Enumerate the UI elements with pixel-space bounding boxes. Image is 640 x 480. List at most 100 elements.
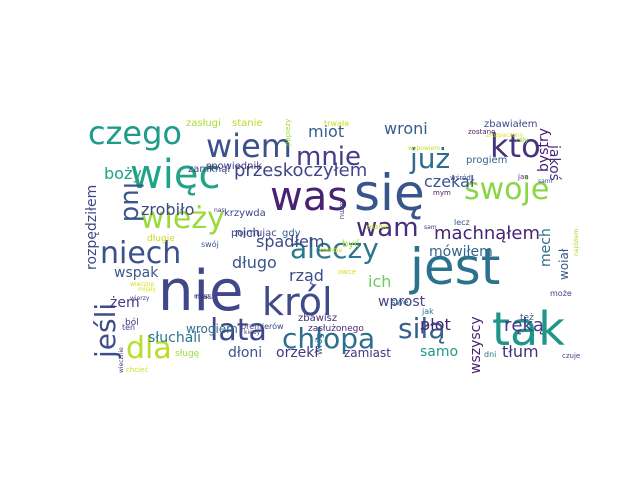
cloud-word: wspak	[114, 265, 159, 281]
cloud-word: samo	[420, 344, 458, 360]
cloud-word: swoje	[464, 172, 549, 207]
cloud-word: długo	[232, 253, 277, 272]
cloud-word: wam	[356, 213, 419, 243]
cloud-word: chrobie	[320, 247, 343, 254]
cloud-word: długie	[147, 234, 175, 244]
cloud-word: rozpędziłem	[84, 185, 100, 270]
cloud-word: wieczne	[130, 281, 155, 288]
cloud-word: lata	[210, 313, 267, 348]
cloud-word: płot	[420, 315, 451, 334]
cloud-word: masz	[194, 293, 210, 300]
cloud-word: miot	[308, 122, 344, 141]
cloud-word: być	[342, 238, 360, 250]
cloud-word: mówiłem	[429, 244, 493, 260]
cloud-word: kiedy	[244, 329, 261, 336]
cloud-word: swe	[391, 298, 409, 308]
cloud-word: zasługi	[186, 118, 221, 129]
cloud-word: wroni	[384, 119, 428, 138]
cloud-word: wierzy	[130, 295, 150, 302]
cloud-word: wśród	[450, 174, 471, 182]
word-cloud-canvas	[80, 118, 560, 362]
cloud-word: sami	[538, 178, 553, 185]
cloud-word: bystry	[536, 128, 552, 172]
cloud-word: wszyscy	[468, 316, 484, 374]
cloud-word: zbawiałem	[484, 119, 538, 130]
cloud-word: progiem	[466, 155, 507, 166]
cloud-word: mym	[433, 189, 451, 197]
cloud-word: ten	[122, 323, 135, 332]
cloud-word: kto	[490, 127, 541, 165]
cloud-word: czuje	[562, 352, 580, 360]
cloud-word: premierów	[241, 321, 284, 331]
cloud-word: zrozpaczony	[486, 132, 524, 139]
cloud-word: was	[270, 174, 348, 220]
cloud-word: zdanie	[366, 223, 389, 231]
cloud-word: woiał	[557, 248, 571, 280]
cloud-word: sługę	[175, 349, 200, 359]
cloud-word: wrogiem	[186, 322, 238, 336]
cloud-word: król	[262, 280, 333, 324]
cloud-word: tłum	[502, 342, 539, 361]
cloud-word: owce	[338, 268, 356, 276]
cloud-word: niech	[100, 236, 181, 271]
cloud-word: przeskoczyłem	[234, 160, 367, 181]
cloud-word: spowiednik	[206, 161, 262, 172]
cloud-word: machnąłem	[434, 223, 540, 244]
cloud-word: najdziem	[573, 229, 580, 256]
cloud-word: słuchali	[148, 330, 201, 346]
cloud-word: jan	[517, 173, 529, 181]
cloud-word: wróg	[314, 333, 325, 355]
cloud-word: boży	[104, 164, 142, 183]
cloud-word: aleczy	[290, 232, 379, 265]
cloud-word: gdy	[282, 228, 301, 239]
cloud-word: zrobiło	[141, 200, 194, 219]
cloud-word: cały	[516, 137, 529, 144]
cloud-word: jakoś	[546, 144, 562, 181]
cloud-word: mijały	[138, 286, 157, 293]
cloud-word: zostanę	[468, 128, 495, 136]
cloud-word: wprost	[378, 294, 426, 310]
cloud-word: papieży	[284, 119, 292, 146]
cloud-word: ból	[125, 317, 139, 328]
cloud-word: czego	[88, 114, 182, 152]
cloud-word: zamiast	[344, 346, 391, 360]
cloud-word: ręką	[504, 315, 544, 336]
cloud-word: dla	[126, 331, 172, 366]
cloud-word: jak	[421, 307, 434, 316]
cloud-word: wiem	[206, 127, 292, 165]
cloud-word: swój	[201, 239, 219, 249]
cloud-word: jest	[409, 238, 500, 296]
cloud-word: wieży	[140, 201, 225, 236]
cloud-word: nich	[235, 226, 260, 240]
cloud-word: dłoni	[228, 345, 262, 361]
cloud-word: stanie	[232, 118, 263, 129]
cloud-word: siłą	[398, 312, 445, 345]
cloud-word: mnie	[296, 142, 361, 172]
cloud-word: tak	[492, 302, 565, 356]
cloud-word: zasłużonego	[308, 324, 364, 334]
cloud-word: się	[354, 164, 425, 222]
cloud-word: mech	[538, 228, 554, 267]
cloud-word: też	[520, 313, 534, 323]
cloud-word: nie	[158, 259, 244, 324]
cloud-word: rząd	[289, 266, 324, 285]
cloud-word: lud	[117, 182, 147, 222]
cloud-word: żem	[110, 295, 140, 311]
cloud-word: lecz	[454, 218, 470, 227]
cloud-word: wiecznie	[118, 347, 125, 373]
cloud-word: sam	[424, 224, 437, 231]
cloud-word: chłopa	[282, 322, 375, 355]
cloud-word: temu	[338, 201, 346, 219]
cloud-word: nas	[214, 207, 225, 214]
cloud-word: więc	[130, 152, 220, 198]
cloud-word: już	[409, 142, 450, 175]
cloud-word: może	[550, 289, 572, 298]
cloud-word: wypowiem	[408, 145, 440, 152]
cloud-word: mas	[195, 292, 212, 301]
cloud-word: orzekł	[276, 345, 318, 361]
cloud-word: zbawisz	[298, 313, 337, 324]
cloud-word: jeśli	[89, 303, 122, 359]
cloud-word: dni	[484, 350, 496, 359]
